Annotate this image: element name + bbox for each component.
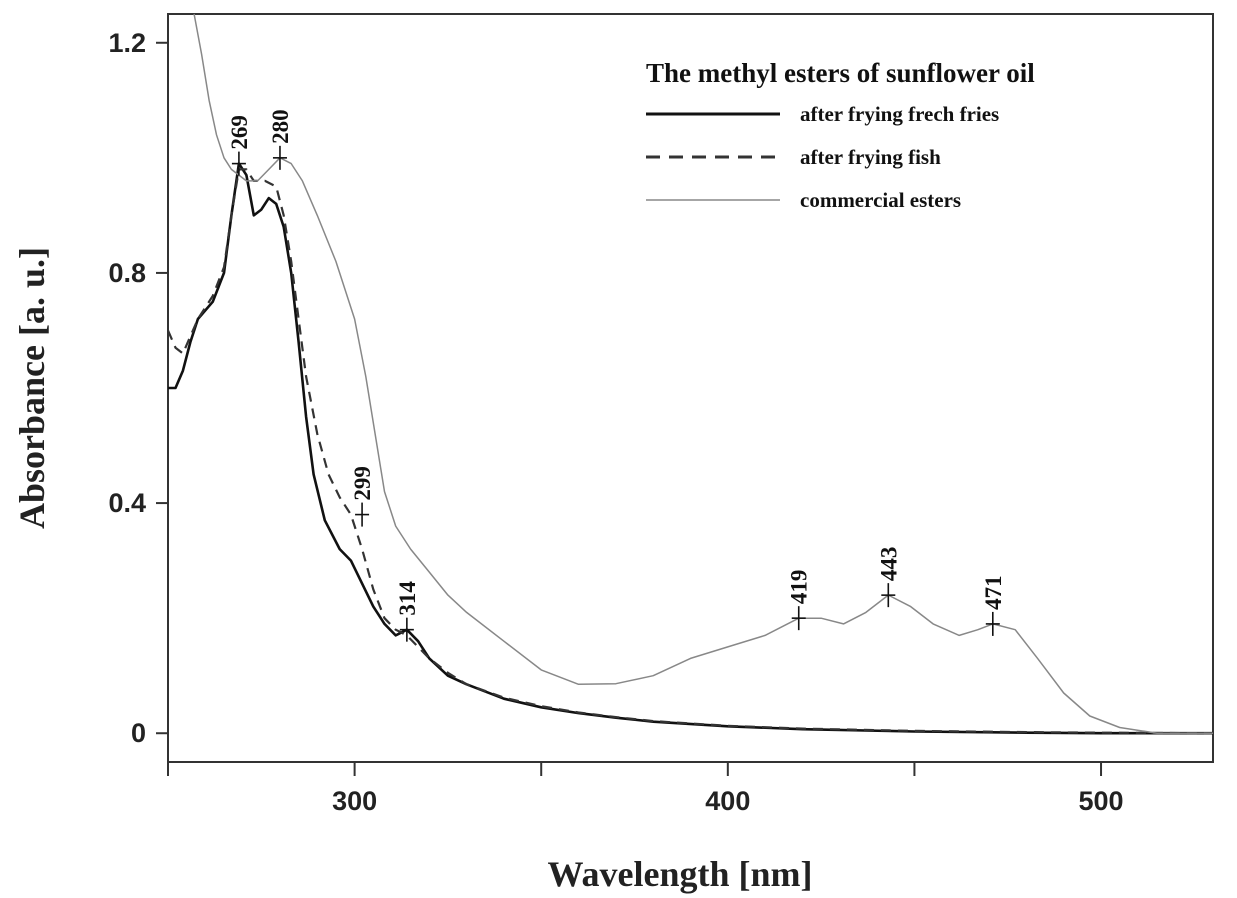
peak-label: 471: [981, 575, 1006, 610]
x-axis-label: Wavelength [nm]: [548, 854, 813, 894]
y-tick-label: 0.8: [108, 258, 146, 288]
y-tick-label: 1.2: [108, 28, 146, 58]
plot-frame: [167, 13, 1214, 763]
series-line-1: [166, 168, 1214, 735]
peak-labels: 269 280 299 314 419 443 471: [227, 109, 1006, 642]
series-line-2: [193, 13, 1213, 734]
y-axis-label: Absorbance [a. u.]: [12, 247, 52, 529]
peak-label: 443: [876, 547, 901, 582]
peak-label: 280: [268, 109, 293, 144]
peak-label: 314: [395, 581, 420, 616]
x-tick-label: 300: [332, 786, 377, 816]
peak-label: 299: [350, 466, 375, 501]
x-tick-label: 500: [1079, 786, 1124, 816]
legend-label-commercial: commercial esters: [800, 188, 961, 212]
x-tick-label: 400: [705, 786, 750, 816]
peak-label: 269: [227, 115, 252, 150]
legend: The methyl esters of sunflower oil after…: [646, 58, 1035, 212]
axis-ticks: 300 400 500 0 0.4 0.8 1.2: [108, 28, 1123, 816]
legend-label-fish: after frying fish: [800, 145, 941, 169]
peak-label: 419: [787, 570, 812, 605]
legend-label-frech-fries: after frying frech fries: [800, 102, 999, 126]
y-tick-label: 0.4: [108, 488, 146, 518]
series-layer: [166, 13, 1214, 735]
legend-title: The methyl esters of sunflower oil: [646, 58, 1035, 88]
y-tick-label: 0: [131, 718, 146, 748]
series-line-0: [168, 162, 1213, 735]
